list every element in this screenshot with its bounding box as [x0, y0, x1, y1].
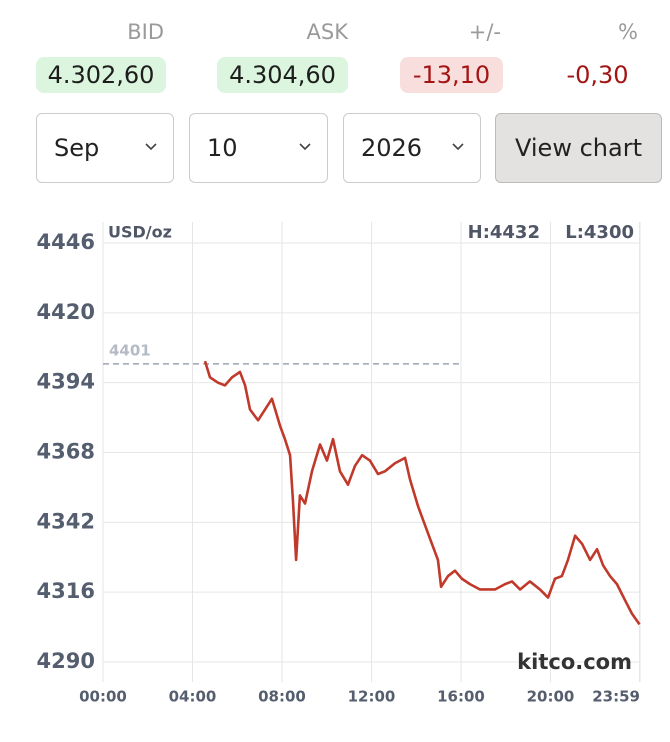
bid-label: BID [127, 20, 164, 44]
watermark: kitco.com [517, 650, 632, 674]
x-tick-label: 23:59 [592, 688, 640, 706]
change-label: +/- [468, 20, 501, 44]
ask-value: 4.304,60 [217, 57, 348, 93]
day-text: 10 [207, 134, 238, 162]
y-tick-label: 4394 [37, 370, 95, 394]
y-tick-label: 4290 [37, 649, 95, 673]
y-tick-label: 4420 [37, 300, 95, 324]
x-tick-label: 08:00 [258, 688, 306, 706]
ask-label: ASK [306, 20, 348, 44]
x-tick-label: 16:00 [437, 688, 485, 706]
bid-value: 4.302,60 [36, 57, 166, 93]
low-label: L:4300 [565, 222, 634, 243]
x-tick-label: 12:00 [348, 688, 396, 706]
chevron [145, 143, 157, 151]
y-tick-label: 4342 [37, 509, 95, 533]
x-tick-label: 00:00 [79, 688, 127, 706]
year-select[interactable]: 2026 [343, 113, 481, 183]
chevron [452, 143, 464, 151]
change-value: -13,10 [400, 57, 503, 93]
y-tick-label: 4316 [37, 579, 95, 603]
y-tick-label: 4446 [37, 230, 95, 254]
view-chart-button[interactable]: View chart [495, 113, 662, 183]
unit-label: USD/oz [108, 223, 172, 242]
day-select[interactable]: 10 [189, 113, 328, 183]
high-label: H:4432 [468, 222, 540, 243]
month-text: Sep [54, 134, 100, 162]
percent-label: % [618, 20, 638, 44]
x-tick-label: 04:00 [169, 688, 217, 706]
percent-value: -0,30 [566, 61, 629, 89]
month-select[interactable]: Sep [36, 113, 174, 183]
price-line [203, 360, 641, 626]
x-tick-label: 20:00 [527, 688, 575, 706]
y-tick-label: 4368 [37, 440, 95, 464]
chevron [299, 143, 311, 151]
year-text: 2026 [361, 134, 423, 162]
reference-label: 4401 [109, 341, 151, 359]
